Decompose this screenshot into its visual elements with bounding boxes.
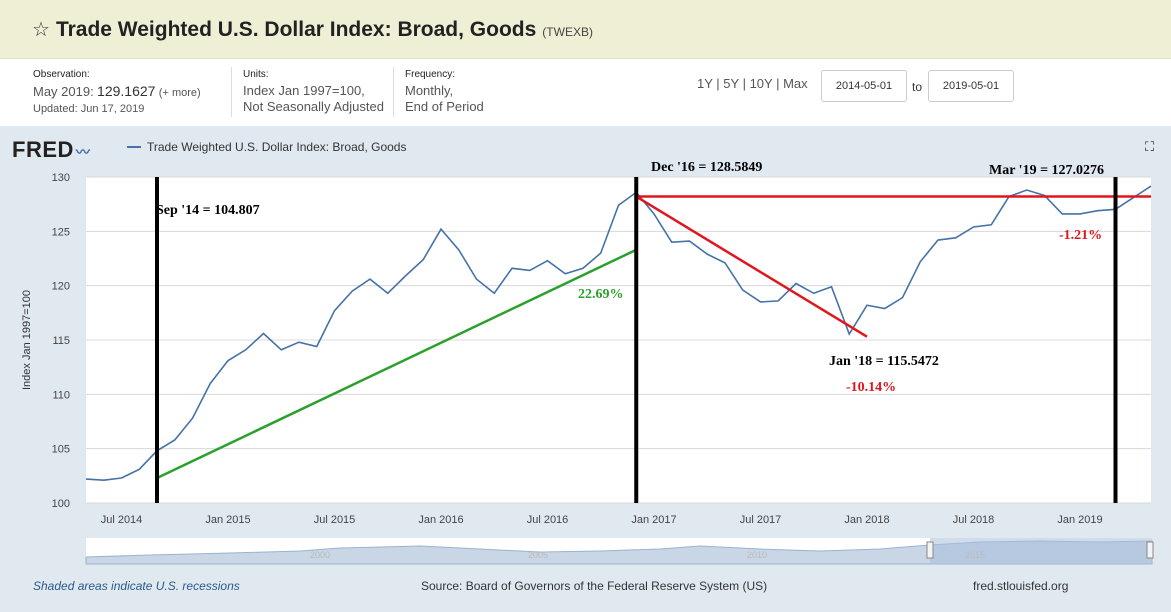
range-10y-link[interactable]: 10Y (749, 76, 773, 91)
start-date-input[interactable]: 2014-05-01 (821, 70, 907, 102)
legend[interactable]: Trade Weighted U.S. Dollar Index: Broad,… (127, 140, 406, 154)
end-date-input[interactable]: 2019-05-01 (928, 70, 1014, 102)
trend-line (635, 195, 868, 338)
units-line-1: Index Jan 1997=100, (243, 83, 365, 98)
vertical-markers (155, 177, 1118, 503)
annotation-jan18: Jan '18 = 115.5472 (829, 354, 939, 369)
trend-line (156, 248, 637, 480)
title-row: ☆ Trade Weighted U.S. Dollar Index: Broa… (32, 17, 593, 42)
navigator-left-handle[interactable] (926, 541, 934, 559)
x-tick-label: Jan 2017 (631, 514, 676, 526)
series-id: (TWEXB) (542, 25, 593, 39)
observation-more-link[interactable]: (+ more) (158, 87, 201, 99)
source-text: Source: Board of Governors of the Federa… (421, 579, 768, 593)
navigator-selection[interactable] (930, 538, 1152, 564)
series-group (85, 185, 1152, 481)
frequency-line-2: End of Period (405, 99, 484, 114)
annotation-change-red-1: -10.14% (846, 380, 896, 395)
site-link[interactable]: fred.stlouisfed.org (973, 579, 1069, 593)
range-links: 1Y | 5Y | 10Y | Max (697, 76, 808, 91)
observation-block: Observation: May 2019: 129.1627 (+ more)… (33, 67, 201, 117)
x-tick-label: Jul 2017 (740, 514, 782, 526)
y-tick-label: 100 (52, 498, 70, 510)
x-tick-label: Jul 2014 (101, 514, 143, 526)
observation-value: 129.1627 (97, 83, 156, 99)
annotation-mar19: Mar '19 = 127.0276 (989, 163, 1104, 178)
navigator-label: 2000 (310, 550, 330, 560)
grid-lines (86, 176, 1151, 504)
x-tick-label: Jul 2016 (527, 514, 569, 526)
legend-swatch (127, 146, 141, 148)
y-tick-label: 105 (52, 444, 70, 456)
y-axis-label: Index Jan 1997=100 (21, 290, 33, 390)
frequency-line-1: Monthly, (405, 83, 454, 98)
x-tick-label: Jan 2018 (844, 514, 889, 526)
range-1y-link[interactable]: 1Y (697, 76, 713, 91)
meta-bar: Observation: May 2019: 129.1627 (+ more)… (0, 59, 1171, 125)
star-icon[interactable]: ☆ (32, 19, 50, 41)
fred-logo-text: FRED (12, 137, 74, 162)
series-title: Trade Weighted U.S. Dollar Index: Broad,… (55, 18, 537, 41)
units-line-2: Not Seasonally Adjusted (243, 99, 384, 114)
x-tick-label: Jul 2018 (953, 514, 995, 526)
updated-date: Updated: Jun 17, 2019 (33, 103, 145, 115)
chart-line-icon: 〰 (75, 144, 91, 160)
annotation-sep14: Sep '14 = 104.807 (156, 203, 260, 218)
range-max-link[interactable]: Max (783, 76, 808, 91)
y-tick-label: 125 (52, 226, 70, 238)
annotation-change-red-2: -1.21% (1059, 228, 1102, 243)
recession-note-link[interactable]: Shaded areas indicate U.S. recessions (33, 579, 240, 593)
x-tick-label: Jan 2015 (205, 514, 250, 526)
y-tick-label: 110 (52, 389, 70, 401)
observation-date: May 2019: (33, 84, 94, 99)
meta-divider (231, 67, 232, 117)
annotation-change-green: 22.69% (578, 287, 624, 302)
fred-logo[interactable]: FRED 〰 (12, 137, 90, 163)
frequency-block: Frequency: Monthly, End of Period (405, 67, 484, 115)
y-axis-ticks: 100 105 110 115 120 125 130 (52, 172, 70, 510)
x-tick-label: Jul 2015 (314, 514, 356, 526)
navigator-right-handle[interactable] (1146, 541, 1154, 559)
annotation-dec16: Dec '16 = 128.5849 (651, 160, 762, 175)
navigator-label: 2015 (965, 550, 985, 560)
units-label: Units: (243, 69, 269, 80)
x-tick-label: Jan 2019 (1057, 514, 1102, 526)
frequency-label: Frequency: (405, 69, 456, 80)
x-tick-label: Jan 2016 (418, 514, 463, 526)
observation-label: Observation: (33, 69, 90, 80)
x-axis-ticks: Jul 2014 Jan 2015 Jul 2015 Jan 2016 Jul 2016… (101, 514, 1103, 526)
range-5y-link[interactable]: 5Y (723, 76, 739, 91)
series-line (85, 185, 1152, 481)
y-tick-label: 130 (52, 172, 70, 184)
meta-divider (393, 67, 394, 117)
to-label: to (912, 80, 923, 94)
y-tick-label: 120 (52, 281, 70, 293)
expand-icon[interactable]: ⛶ (1145, 139, 1155, 154)
legend-label: Trade Weighted U.S. Dollar Index: Broad,… (147, 140, 407, 154)
y-tick-label: 115 (52, 335, 70, 347)
trend-lines (156, 195, 1151, 480)
units-block: Units: Index Jan 1997=100, Not Seasonall… (243, 67, 384, 115)
navigator-label: 2005 (528, 550, 548, 560)
navigator-label: 2010 (747, 550, 767, 560)
series-header: ☆ Trade Weighted U.S. Dollar Index: Broa… (0, 0, 1171, 59)
